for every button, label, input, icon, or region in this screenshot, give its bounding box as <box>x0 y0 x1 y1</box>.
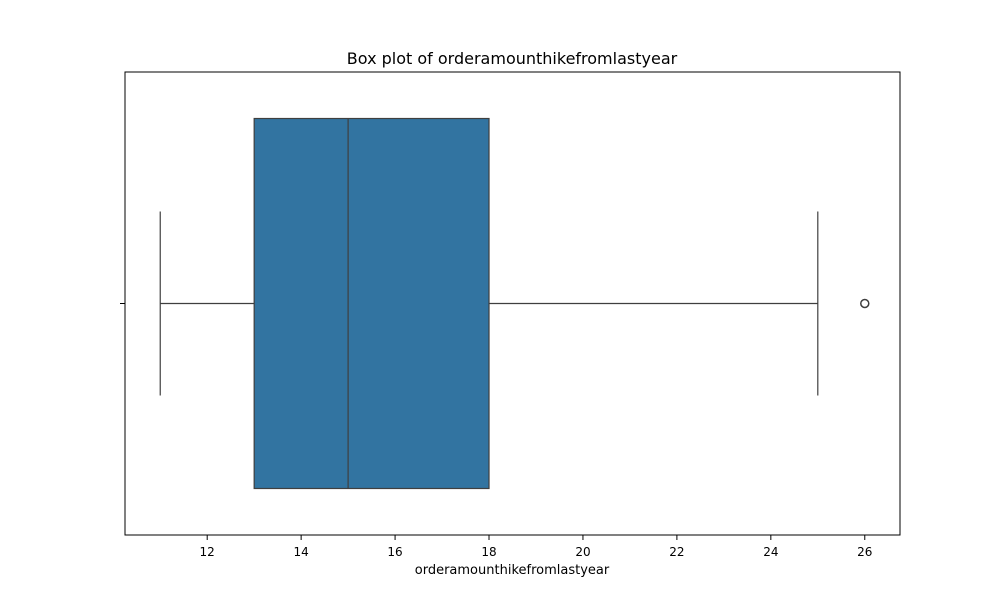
iqr-box <box>253 117 490 490</box>
x-tick-label: 22 <box>669 545 684 559</box>
x-tick-label: 12 <box>200 545 215 559</box>
x-tick-label: 26 <box>857 545 872 559</box>
x-tick-label: 18 <box>481 545 496 559</box>
x-tick-label: 24 <box>763 545 778 559</box>
plot-layer <box>159 117 870 490</box>
x-tick-label: 20 <box>575 545 590 559</box>
chart-title: Box plot of orderamounthikefromlastyear <box>347 49 678 68</box>
x-tick-label: 16 <box>387 545 402 559</box>
x-axis-ticks: 12 14 16 18 20 22 24 26 <box>200 535 872 559</box>
outlier-point <box>860 298 870 309</box>
x-tick-label: 14 <box>293 545 308 559</box>
x-axis-label: orderamounthikefromlastyear <box>415 563 610 578</box>
